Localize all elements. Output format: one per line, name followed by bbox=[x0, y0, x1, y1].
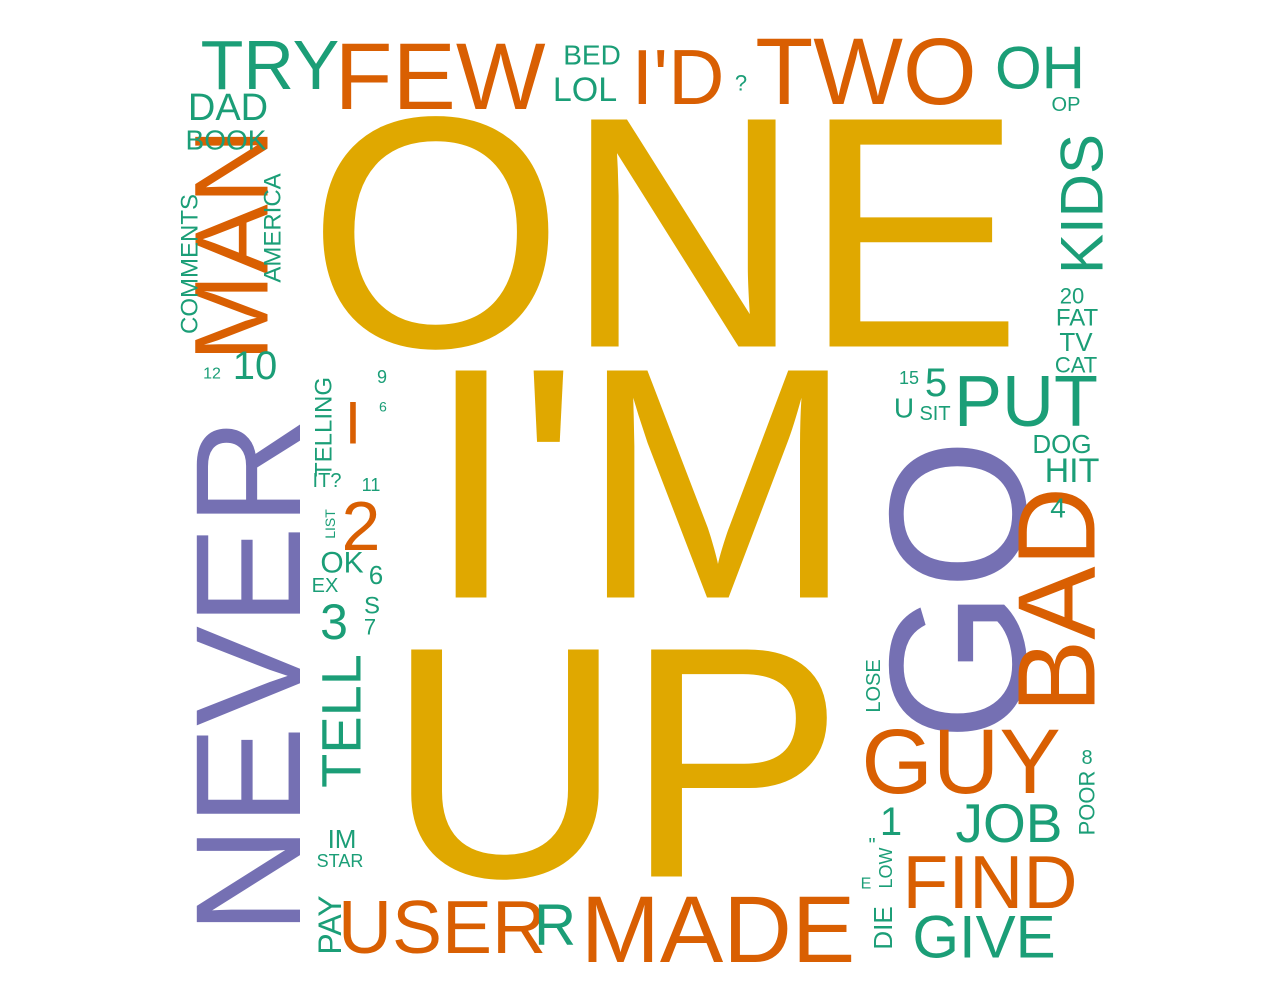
cloud-word: UP bbox=[386, 578, 844, 947]
cloud-word: TWO bbox=[755, 19, 977, 125]
cloud-word: TELLING bbox=[311, 377, 338, 477]
cloud-word: 15 bbox=[899, 368, 919, 388]
cloud-word: AMERICA bbox=[260, 173, 287, 282]
cloud-word: 10 bbox=[233, 344, 278, 388]
cloud-word: CAT bbox=[1055, 353, 1097, 378]
cloud-word: IT? bbox=[313, 470, 342, 492]
cloud-word: KIDS bbox=[1049, 134, 1116, 274]
cloud-word: ONE bbox=[307, 48, 1022, 417]
cloud-word: LIST bbox=[322, 509, 338, 539]
cloud-word: HIT bbox=[1045, 452, 1100, 490]
cloud-word: 8 bbox=[1081, 747, 1092, 769]
cloud-word: I'D bbox=[632, 33, 725, 121]
cloud-word: S bbox=[364, 593, 380, 620]
cloud-word: E bbox=[861, 876, 872, 893]
cloud-word: 6 bbox=[369, 560, 383, 590]
cloud-word: GUY bbox=[861, 711, 1060, 813]
cloud-word: DOG bbox=[1032, 429, 1091, 459]
cloud-word: 2 bbox=[342, 487, 381, 565]
cloud-word: 11 bbox=[362, 475, 381, 495]
cloud-word: COMMENTS bbox=[177, 194, 204, 334]
cloud-word: TV bbox=[1059, 327, 1093, 357]
cloud-word: " bbox=[868, 835, 875, 857]
cloud-word: USER bbox=[338, 885, 546, 969]
cloud-word: R bbox=[534, 893, 576, 958]
cloud-word: SIT bbox=[919, 403, 950, 425]
cloud-word: OK bbox=[320, 547, 363, 580]
cloud-word: DIE bbox=[868, 906, 898, 949]
cloud-word: TELL bbox=[310, 654, 373, 788]
cloud-word: FAT bbox=[1056, 305, 1099, 332]
cloud-word: FEW bbox=[334, 24, 545, 130]
cloud-word: POOR bbox=[1075, 771, 1100, 836]
cloud-word: 12 bbox=[203, 366, 221, 383]
cloud-word: 9 bbox=[379, 399, 387, 415]
cloud-word: PAY bbox=[312, 895, 348, 954]
cloud-word: BED bbox=[563, 40, 621, 71]
cloud-word: MAN bbox=[174, 128, 291, 361]
cloud-word: JOB bbox=[956, 792, 1063, 854]
cloud-word: 20 bbox=[1060, 284, 1084, 309]
cloud-word: GO bbox=[849, 438, 1067, 741]
cloud-word: ? bbox=[735, 71, 747, 96]
cloud-word: EX bbox=[312, 575, 339, 597]
cloud-word: I'M bbox=[425, 299, 855, 668]
cloud-word: BOOK bbox=[186, 125, 267, 156]
cloud-word: IM bbox=[328, 824, 357, 854]
cloud-word: GIVE bbox=[912, 904, 1055, 971]
cloud-word: MADE bbox=[581, 877, 855, 983]
cloud-word: BAD bbox=[996, 487, 1119, 713]
cloud-word: 9 bbox=[377, 367, 387, 387]
cloud-word: LOW bbox=[876, 847, 896, 888]
cloud-word: 1 bbox=[880, 800, 902, 844]
cloud-word: I bbox=[345, 390, 362, 457]
cloud-word: OP bbox=[1052, 94, 1081, 116]
cloud-word: TRY bbox=[201, 26, 340, 104]
cloud-word: U bbox=[894, 393, 914, 424]
cloud-word: STAR bbox=[317, 851, 364, 871]
cloud-word: 7 bbox=[364, 615, 376, 640]
cloud-word: 4 bbox=[1050, 493, 1066, 524]
cloud-word: FIND bbox=[903, 840, 1078, 924]
cloud-word: 5 bbox=[925, 361, 947, 405]
cloud-word: PUT bbox=[954, 362, 1098, 442]
cloud-word: OH bbox=[995, 35, 1085, 102]
cloud-word: NEVER bbox=[164, 418, 332, 935]
cloud-word: 3 bbox=[320, 594, 348, 650]
cloud-word: LOL bbox=[553, 71, 617, 109]
cloud-word: DAD bbox=[188, 87, 268, 129]
cloud-word: LOSE bbox=[863, 659, 885, 712]
